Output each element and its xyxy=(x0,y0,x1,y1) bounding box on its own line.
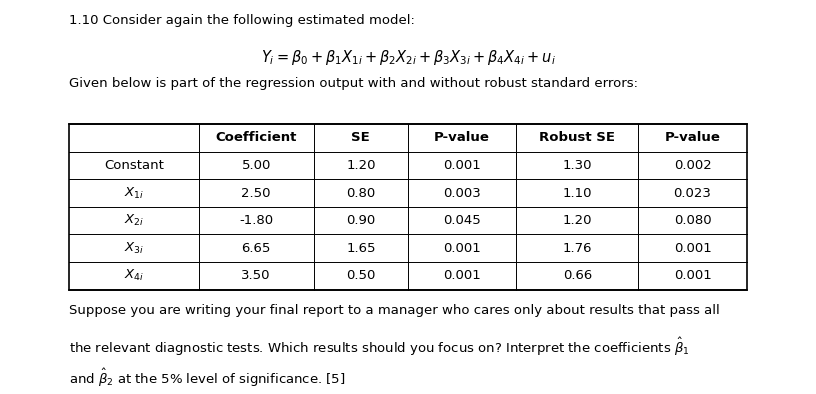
Text: 5.00: 5.00 xyxy=(242,159,271,172)
Text: $X_{4i}$: $X_{4i}$ xyxy=(124,268,144,283)
Text: the relevant diagnostic tests. Which results should you focus on? Interpret the : the relevant diagnostic tests. Which res… xyxy=(69,336,690,358)
Text: 0.90: 0.90 xyxy=(346,214,375,227)
Text: 2.50: 2.50 xyxy=(242,187,271,199)
Text: SE: SE xyxy=(352,132,370,144)
Text: 1.20: 1.20 xyxy=(562,214,592,227)
Text: 0.66: 0.66 xyxy=(563,269,592,282)
Text: Suppose you are writing your final report to a manager who cares only about resu: Suppose you are writing your final repor… xyxy=(69,304,720,317)
Text: 1.30: 1.30 xyxy=(562,159,592,172)
Text: -1.80: -1.80 xyxy=(239,214,273,227)
Text: 1.20: 1.20 xyxy=(346,159,375,172)
Text: 0.002: 0.002 xyxy=(674,159,712,172)
Text: P-value: P-value xyxy=(434,132,490,144)
Text: $X_{2i}$: $X_{2i}$ xyxy=(124,213,144,228)
Bar xyxy=(69,124,747,290)
Text: $Y_i = \beta_0 + \beta_1 X_{1i} + \beta_2 X_{2i} + \beta_3 X_{3i} + \beta_4 X_{4: $Y_i = \beta_0 + \beta_1 X_{1i} + \beta_… xyxy=(260,48,556,67)
Text: and $\hat{\beta}_2$ at the 5% level of significance. [5]: and $\hat{\beta}_2$ at the 5% level of s… xyxy=(69,367,346,389)
Text: Given below is part of the regression output with and without robust standard er: Given below is part of the regression ou… xyxy=(69,77,638,90)
Text: 0.003: 0.003 xyxy=(443,187,481,199)
Text: 1.10 Consider again the following estimated model:: 1.10 Consider again the following estima… xyxy=(69,14,415,27)
Text: 1.10: 1.10 xyxy=(562,187,592,199)
Text: 0.001: 0.001 xyxy=(674,242,712,255)
Text: 0.001: 0.001 xyxy=(443,159,481,172)
Text: $X_{3i}$: $X_{3i}$ xyxy=(124,241,144,256)
Text: 0.023: 0.023 xyxy=(673,187,712,199)
Text: 0.50: 0.50 xyxy=(346,269,375,282)
Text: 1.76: 1.76 xyxy=(562,242,592,255)
Text: 0.001: 0.001 xyxy=(443,269,481,282)
Text: 6.65: 6.65 xyxy=(242,242,271,255)
Text: Coefficient: Coefficient xyxy=(215,132,297,144)
Text: Constant: Constant xyxy=(104,159,164,172)
Text: 0.001: 0.001 xyxy=(443,242,481,255)
Text: 3.50: 3.50 xyxy=(242,269,271,282)
Text: 1.65: 1.65 xyxy=(346,242,375,255)
Text: 0.045: 0.045 xyxy=(443,214,481,227)
Text: 0.80: 0.80 xyxy=(346,187,375,199)
Text: 0.001: 0.001 xyxy=(674,269,712,282)
Text: $X_{1i}$: $X_{1i}$ xyxy=(124,186,144,201)
Text: Robust SE: Robust SE xyxy=(539,132,615,144)
Text: P-value: P-value xyxy=(664,132,721,144)
Text: 0.080: 0.080 xyxy=(674,214,712,227)
